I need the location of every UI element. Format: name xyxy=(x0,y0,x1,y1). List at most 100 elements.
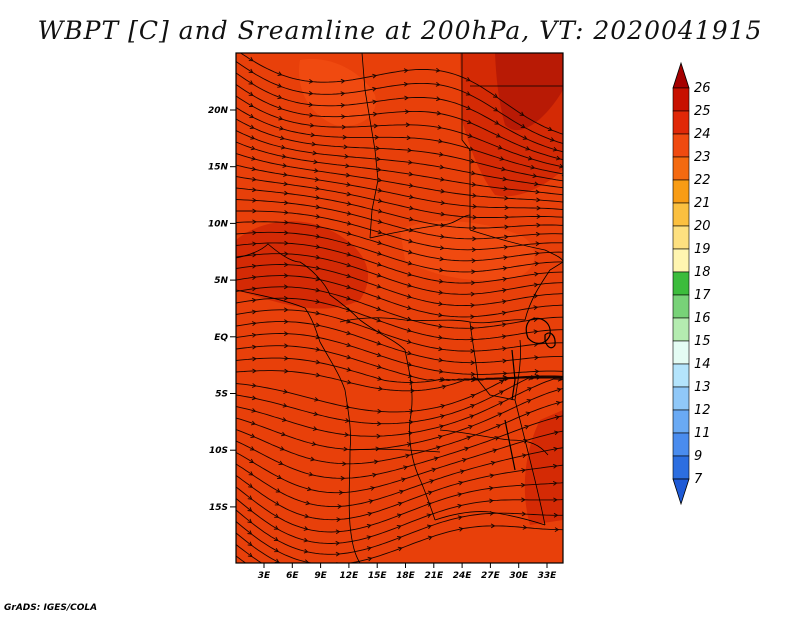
streamline-arrow xyxy=(273,536,279,542)
streamline-arrow xyxy=(377,188,383,193)
streamline-arrow xyxy=(303,537,309,543)
streamline-arrow xyxy=(552,146,558,152)
streamline-arrow xyxy=(404,95,410,101)
streamline-arrow xyxy=(372,99,378,105)
streamline-arrow xyxy=(470,325,475,331)
streamline xyxy=(236,401,563,465)
lat-tick-label: 10N xyxy=(208,219,229,229)
streamline-arrow xyxy=(471,269,476,275)
streamline-arrow xyxy=(470,371,476,377)
streamline-arrow xyxy=(314,177,320,182)
streamline-arrow xyxy=(251,176,257,182)
streamline-arrow xyxy=(495,133,501,138)
colorbar-segment xyxy=(672,363,690,388)
streamline-arrow xyxy=(375,145,381,151)
streamline-arrow xyxy=(373,459,379,465)
streamline-arrow xyxy=(284,343,289,349)
lon-tick-label: 9E xyxy=(314,571,327,581)
streamlines xyxy=(236,53,563,573)
streamline-arrow xyxy=(436,110,442,116)
streamline-arrow xyxy=(252,241,257,247)
streamline-arrow xyxy=(408,171,414,177)
streamline-arrow xyxy=(489,498,494,504)
lat-tick-label: EQ xyxy=(214,333,228,343)
streamline-arrow xyxy=(503,255,508,261)
streamline-arrow xyxy=(346,182,352,187)
streamline-arrow xyxy=(283,273,289,278)
streamline xyxy=(236,107,563,175)
colorbar-level-label: 21 xyxy=(694,196,711,211)
streamline-arrow xyxy=(438,335,443,340)
streamline-arrow xyxy=(501,166,506,172)
streamline-arrow xyxy=(315,204,321,210)
streamline-arrow xyxy=(340,102,346,108)
colorbar-segment xyxy=(672,225,690,250)
streamline-arrow xyxy=(436,96,441,102)
streamline-arrow xyxy=(280,144,286,150)
streamline-arrow xyxy=(304,513,310,519)
streamline-arrow xyxy=(471,258,477,264)
streamline-arrow xyxy=(457,515,463,521)
streamline-arrow xyxy=(247,518,253,524)
streamline-arrow xyxy=(408,159,413,165)
streamline-arrow xyxy=(251,408,257,413)
streamline xyxy=(236,164,563,210)
colorbar-level-label: 11 xyxy=(694,426,711,441)
streamline xyxy=(236,187,563,229)
streamline xyxy=(236,130,563,189)
colorbar-segment xyxy=(672,110,690,135)
streamline-arrow xyxy=(497,412,503,417)
streamline-arrow xyxy=(309,122,315,128)
streamline-arrow xyxy=(283,331,289,336)
streamline-arrow xyxy=(251,332,257,338)
streamline-arrow xyxy=(283,284,289,290)
streamline xyxy=(239,53,563,135)
streamline-arrow xyxy=(251,275,257,280)
streamline-arrow xyxy=(310,132,316,138)
streamline-arrow xyxy=(427,535,433,541)
streamline-arrow xyxy=(427,524,432,530)
map-title: WBPT [C] and Sreamline at 200hPa, VT: 20… xyxy=(37,16,763,45)
streamline-arrow xyxy=(409,194,414,200)
streamline-arrow xyxy=(346,379,352,385)
streamline-arrow xyxy=(504,234,509,240)
streamline xyxy=(236,568,243,573)
streamline-arrow xyxy=(346,354,352,360)
streamline-arrow xyxy=(405,453,411,459)
streamline xyxy=(236,345,563,381)
streamline-arrow xyxy=(248,564,252,568)
streamline-arrow xyxy=(346,295,352,301)
streamline-arrow xyxy=(305,500,311,506)
streamline-arrow xyxy=(535,251,540,256)
streamline-arrow xyxy=(346,201,352,206)
streamline-arrow xyxy=(397,501,403,507)
streamline-arrow xyxy=(247,530,253,535)
streamline-arrow xyxy=(501,299,507,304)
streamline-arrow xyxy=(315,214,321,219)
streamline xyxy=(236,297,563,341)
streamline-arrow xyxy=(343,446,349,452)
streamline-arrow xyxy=(251,297,257,303)
streamline-arrow xyxy=(311,141,317,147)
streamline-arrow xyxy=(281,417,287,422)
streamline-arrow xyxy=(553,446,559,452)
streamline-arrow xyxy=(278,460,284,466)
streamline-arrow xyxy=(277,474,282,479)
streamline-arrow xyxy=(372,111,378,117)
streamline-arrow xyxy=(439,267,444,273)
streamline-arrow xyxy=(468,424,474,430)
colorbar-level-label: 26 xyxy=(694,81,711,96)
streamline xyxy=(236,264,563,307)
lon-tick-label: 6E xyxy=(286,571,299,581)
streamline-arrow xyxy=(376,306,382,311)
streamline-arrow xyxy=(504,214,510,220)
streamline-arrow xyxy=(534,369,540,374)
streamline-arrow xyxy=(554,527,560,532)
streamline-arrow xyxy=(470,291,476,297)
streamline-arrow xyxy=(520,482,526,488)
streamline-arrow xyxy=(472,236,477,242)
streamline-arrow xyxy=(277,94,283,100)
streamline-arrow xyxy=(470,170,476,176)
streamline xyxy=(236,231,563,273)
streamline-arrow xyxy=(315,322,321,328)
